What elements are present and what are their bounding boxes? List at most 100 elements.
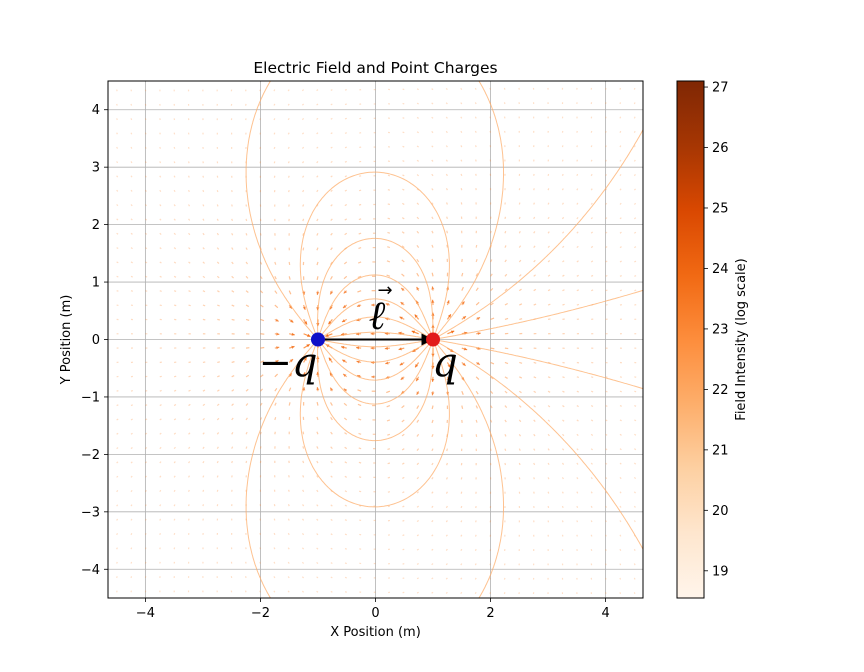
field-vector — [116, 533, 119, 536]
field-vector-head — [450, 330, 455, 334]
y-tick-label: 1 — [92, 276, 100, 291]
field-vector — [302, 175, 305, 178]
field-vector — [259, 402, 263, 406]
field-vector — [316, 218, 319, 222]
field-vector — [344, 175, 348, 178]
field-vector — [445, 491, 448, 494]
field-vector — [474, 577, 477, 580]
field-vector — [316, 117, 319, 120]
field-vector — [330, 504, 333, 507]
field-vector — [130, 461, 133, 464]
field-vector — [475, 301, 480, 306]
field-line — [323, 340, 427, 348]
field-vector — [385, 288, 391, 292]
field-vector — [446, 216, 448, 220]
field-vector — [590, 245, 594, 249]
field-vector — [490, 390, 494, 394]
field-vector — [561, 216, 565, 220]
field-vector — [144, 161, 147, 164]
field-vector — [619, 174, 622, 177]
dipole-vector-label: ℓ → — [369, 280, 393, 339]
field-vector — [605, 534, 607, 537]
field-vector — [619, 390, 622, 393]
field-vector — [576, 376, 580, 379]
field-vector — [460, 520, 463, 523]
field-vector — [431, 202, 434, 205]
field-vector — [344, 475, 348, 478]
svg-text:q: q — [432, 340, 458, 386]
field-vector — [633, 592, 636, 595]
field-vector — [274, 276, 277, 280]
y-tick-label: 3 — [92, 161, 100, 176]
field-vector — [475, 287, 479, 292]
field-vector — [416, 577, 419, 580]
field-vector — [244, 576, 247, 579]
field-vector — [173, 389, 177, 392]
field-vector — [547, 491, 550, 494]
field-vector — [401, 245, 405, 249]
field-vector — [231, 475, 233, 478]
field-vector — [287, 532, 290, 536]
field-vector — [619, 188, 622, 191]
field-vector — [619, 130, 622, 133]
field-vector — [259, 233, 262, 236]
field-vector — [116, 390, 119, 392]
field-vector — [504, 216, 507, 220]
field-vector — [202, 418, 205, 421]
field-vector — [130, 390, 133, 392]
field-vector — [287, 161, 290, 164]
field-vector — [504, 434, 507, 437]
field-vector — [159, 504, 162, 507]
field-vector — [144, 132, 147, 135]
field-vector — [416, 131, 419, 134]
field-vector — [633, 174, 636, 177]
field-vector — [173, 204, 176, 207]
field-vector — [159, 518, 162, 521]
field-vector — [116, 461, 119, 464]
field-vector — [173, 218, 176, 221]
field-vector — [533, 405, 536, 408]
field-vector — [605, 390, 608, 393]
field-vector — [533, 274, 536, 277]
field-vector — [402, 476, 405, 479]
field-vector — [605, 476, 608, 480]
field-vector — [633, 476, 637, 480]
field-vector — [533, 303, 537, 306]
field-vector — [130, 232, 133, 235]
field-vector — [460, 145, 463, 148]
field-vector — [144, 204, 148, 207]
field-vector — [431, 216, 434, 220]
field-vector — [633, 202, 637, 205]
field-vector — [116, 590, 118, 593]
field-vector — [634, 275, 637, 277]
field-vector — [159, 404, 162, 407]
field-vector — [144, 446, 148, 450]
field-vector — [245, 247, 248, 251]
colorbar-tick-label: 26 — [712, 141, 729, 156]
field-vector — [590, 477, 593, 480]
field-vector — [260, 304, 264, 308]
field-vector — [144, 561, 147, 564]
field-line — [320, 298, 429, 337]
field-vector — [445, 534, 448, 537]
field-vector — [231, 318, 235, 321]
dipole-vector-label-arrow: → — [377, 280, 392, 301]
field-vector — [562, 433, 565, 437]
field-vector — [590, 448, 594, 451]
field-vector-head — [328, 320, 332, 325]
field-vector — [159, 218, 162, 221]
field-line — [245, 343, 504, 598]
field-vector — [316, 261, 319, 266]
field-vector — [562, 260, 565, 263]
field-vector — [116, 504, 119, 507]
field-vector — [401, 419, 405, 423]
field-vector — [446, 462, 448, 466]
field-vector — [634, 390, 637, 393]
field-vector — [387, 189, 391, 191]
field-vector — [576, 505, 579, 508]
field-vector — [633, 159, 636, 162]
field-vector — [533, 433, 536, 437]
field-vector — [576, 159, 579, 162]
colorbar-tick-label: 25 — [712, 201, 729, 216]
field-vector — [188, 232, 191, 236]
